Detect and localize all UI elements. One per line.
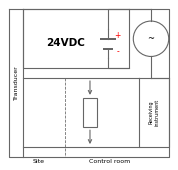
Text: Control room: Control room: [89, 159, 130, 164]
Text: 24VDC: 24VDC: [46, 38, 85, 48]
Text: -: -: [116, 47, 119, 56]
Bar: [83, 98, 97, 127]
Text: ~: ~: [148, 34, 155, 43]
Text: +: +: [114, 31, 121, 40]
Text: Receiving
instrument: Receiving instrument: [149, 99, 159, 126]
Text: Transducer: Transducer: [14, 66, 19, 100]
Text: Site: Site: [33, 159, 45, 164]
